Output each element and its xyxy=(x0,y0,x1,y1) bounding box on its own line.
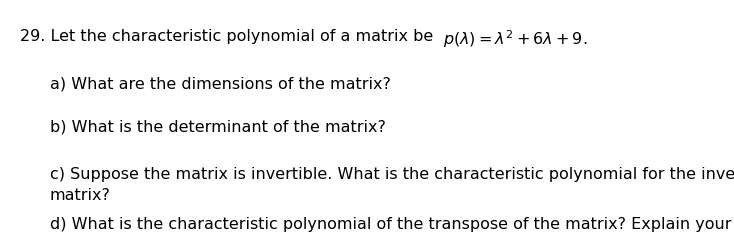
Text: c) Suppose the matrix is invertible. What is the characteristic polynomial for t: c) Suppose the matrix is invertible. Wha… xyxy=(50,167,734,203)
Text: b) What is the determinant of the matrix?: b) What is the determinant of the matrix… xyxy=(50,119,386,134)
Text: d) What is the characteristic polynomial of the transpose of the matrix? Explain: d) What is the characteristic polynomial… xyxy=(50,217,731,238)
Text: a) What are the dimensions of the matrix?: a) What are the dimensions of the matrix… xyxy=(50,76,390,91)
Text: $p(\lambda) = \lambda^2 + 6\lambda + 9$.: $p(\lambda) = \lambda^2 + 6\lambda + 9$. xyxy=(443,29,588,50)
Text: 29. Let the characteristic polynomial of a matrix be: 29. Let the characteristic polynomial of… xyxy=(20,29,443,44)
